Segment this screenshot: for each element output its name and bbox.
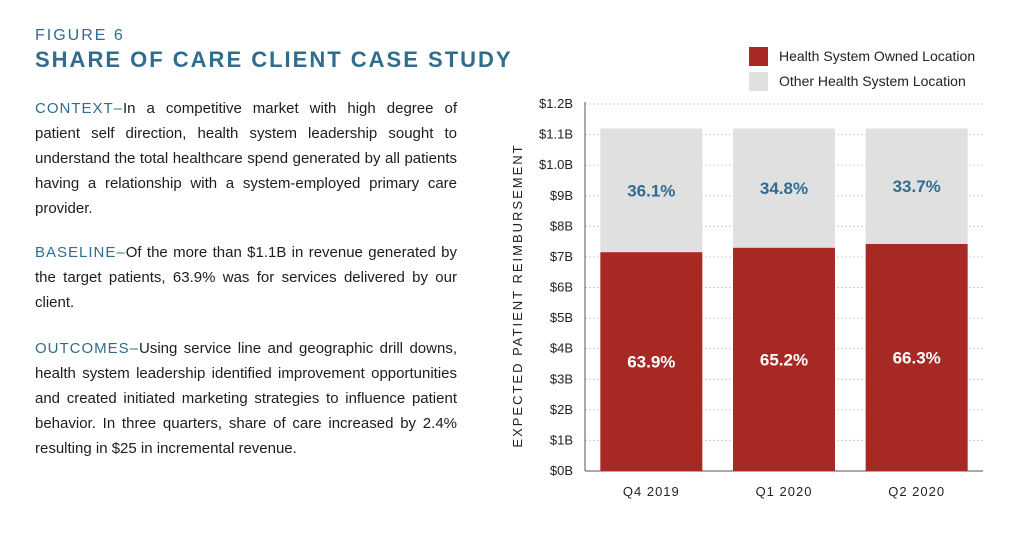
data-label: 34.8% (760, 179, 808, 198)
data-label: 63.9% (627, 353, 675, 372)
legend-label: Other Health System Location (779, 73, 966, 89)
y-tick-label: $4B (550, 341, 573, 356)
bar-owned (733, 247, 835, 471)
outcomes-paragraph: OUTCOMES–Using service line and geograph… (35, 336, 457, 461)
x-tick-label: Q2 2020 (888, 484, 945, 499)
baseline-text: Of the more than $1.1B in revenue genera… (35, 244, 457, 311)
y-tick-label: $9B (550, 188, 573, 203)
legend-label: Health System Owned Location (779, 48, 975, 64)
y-tick-label: $1.2B (539, 96, 573, 111)
bar-other (600, 128, 703, 253)
context-text: In a competitive market with high degree… (35, 100, 457, 217)
legend-swatch-other (749, 72, 768, 91)
y-tick-label: $3B (550, 371, 573, 386)
y-axis-label: EXPECTED PATIENT REIMBURSEMENT (510, 143, 525, 447)
y-tick-label: $2B (550, 402, 573, 417)
legend-swatch-owned (749, 47, 768, 66)
x-tick-label: Q4 2019 (623, 484, 680, 499)
y-tick-label: $1B (550, 432, 573, 447)
outcomes-heading: OUTCOMES (35, 340, 130, 357)
figure-title: SHARE OF CARE CLIENT CASE STUDY (35, 47, 513, 72)
outcomes-text: Using service line and geographic drill … (35, 340, 457, 457)
bar-owned (865, 243, 968, 471)
bar-owned (600, 252, 703, 471)
x-tick-label: Q1 2020 (756, 484, 813, 499)
baseline-paragraph: BASELINE–Of the more than $1.1B in reven… (35, 240, 457, 315)
data-label: 66.3% (893, 348, 941, 367)
bar-other (865, 128, 968, 244)
baseline-separator: – (116, 244, 126, 261)
data-label: 65.2% (760, 350, 808, 369)
y-tick-label: $1.0B (539, 157, 573, 172)
figure-label: FIGURE 6 (35, 27, 125, 44)
data-label: 36.1% (627, 181, 675, 200)
y-tick-label: $1.1B (539, 127, 573, 142)
context-heading: CONTEXT (35, 100, 114, 117)
y-tick-label: $5B (550, 310, 573, 325)
baseline-heading: BASELINE (35, 244, 117, 261)
bar-other (733, 128, 835, 248)
data-label: 33.7% (893, 177, 941, 196)
y-tick-label: $6B (550, 280, 573, 295)
y-tick-label: $0B (550, 463, 573, 478)
y-tick-label: $7B (550, 249, 573, 264)
context-paragraph: CONTEXT–In a competitive market with hig… (35, 96, 457, 221)
context-separator: – (113, 100, 124, 117)
y-tick-label: $8B (550, 218, 573, 233)
outcomes-separator: – (129, 340, 140, 357)
